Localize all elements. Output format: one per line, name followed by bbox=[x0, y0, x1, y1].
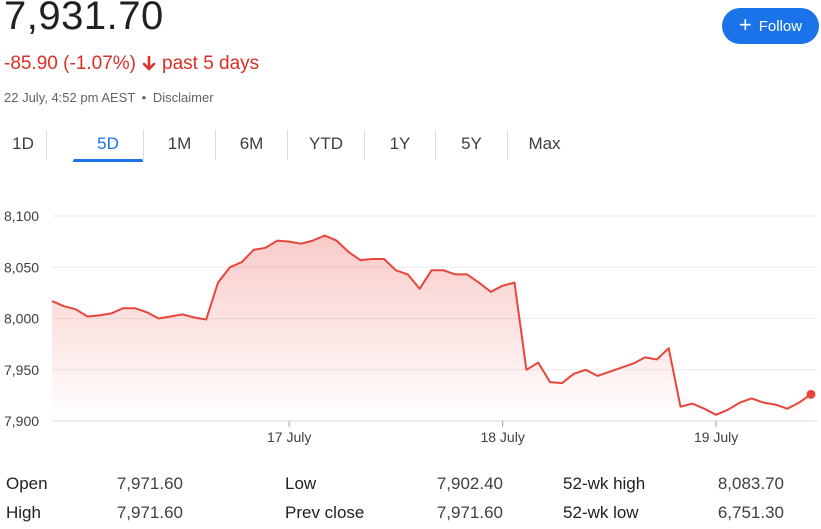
tab-1m[interactable]: 1M bbox=[144, 128, 215, 162]
range-tabs: 1D 5D 1M 6M YTD 1Y 5Y Max bbox=[0, 128, 581, 162]
tab-separator bbox=[287, 130, 288, 160]
tab-label: 5D bbox=[97, 134, 119, 153]
tab-separator bbox=[46, 130, 47, 160]
stat-value: 7,971.60 bbox=[436, 503, 503, 522]
tab-separator bbox=[364, 130, 365, 160]
stat-label: 52-wk low bbox=[563, 503, 639, 522]
stats-row: Open 7,971.60 Low 7,902.40 52-wk high 8,083.7… bbox=[0, 474, 821, 500]
tab-5y[interactable]: 5Y bbox=[436, 128, 507, 162]
tab-5d[interactable]: 5D bbox=[73, 128, 143, 162]
stat-label: High bbox=[6, 503, 41, 522]
tab-label: 1D bbox=[12, 134, 34, 153]
follow-button[interactable]: + Follow bbox=[722, 8, 819, 44]
tab-label: YTD bbox=[309, 134, 343, 153]
price-change: -85.90 (-1.07%) bbox=[4, 53, 137, 74]
tab-label: 6M bbox=[239, 134, 264, 153]
stat-label: 52-wk high bbox=[563, 474, 646, 493]
x-tick-label: 18 July bbox=[480, 429, 524, 445]
price-line bbox=[51, 234, 812, 416]
stat-value: 7,971.60 bbox=[116, 503, 183, 522]
arrow-down-icon bbox=[142, 55, 156, 71]
y-tick-label: 8,100 bbox=[4, 208, 39, 224]
tab-label: 1M bbox=[167, 134, 192, 153]
stats-row: High 7,971.60 Prev close 7,971.60 52-wk low 6… bbox=[0, 503, 821, 529]
tab-separator bbox=[215, 130, 216, 160]
tab-max[interactable]: Max bbox=[508, 128, 581, 162]
stat-value: 7,902.40 bbox=[436, 474, 503, 493]
plus-icon: + bbox=[738, 12, 752, 37]
disclaimer-link[interactable]: Disclaimer bbox=[152, 90, 214, 105]
stat-label: Low bbox=[285, 474, 317, 493]
x-tick-label: 19 July bbox=[694, 429, 738, 445]
tab-ytd[interactable]: YTD bbox=[288, 128, 364, 162]
tab-label: Max bbox=[528, 134, 561, 153]
tab-label: 1Y bbox=[389, 134, 411, 153]
y-tick-label: 8,050 bbox=[4, 259, 39, 275]
tab-1d[interactable]: 1D bbox=[0, 128, 46, 162]
tab-separator bbox=[435, 130, 436, 160]
price-change-row: -85.90 (-1.07%) past 5 days bbox=[4, 53, 259, 75]
x-tick-label: 17 July bbox=[267, 429, 311, 445]
stat-label: Open bbox=[6, 474, 48, 493]
stat-label: Prev close bbox=[285, 503, 365, 522]
follow-label: Follow bbox=[758, 17, 803, 35]
tab-6m[interactable]: 6M bbox=[216, 128, 287, 162]
tab-separator bbox=[507, 130, 508, 160]
tab-separator bbox=[143, 130, 144, 160]
tab-1y[interactable]: 1Y bbox=[365, 128, 435, 162]
quote-timestamp: 22 July, 4:52 pm AEST bbox=[4, 90, 136, 105]
change-period: past 5 days bbox=[162, 53, 260, 74]
y-tick-label: 7,900 bbox=[4, 413, 39, 429]
last-price-marker bbox=[806, 389, 816, 399]
meta-separator: • bbox=[141, 90, 147, 105]
tab-label: 5Y bbox=[461, 134, 482, 153]
price-area bbox=[52, 235, 811, 421]
y-tick-label: 8,000 bbox=[4, 311, 39, 327]
stat-value: 8,083.70 bbox=[717, 474, 784, 493]
price-chart[interactable]: 8,100 8,050 8,000 7,950 7,900 17 July 18 July 1… bbox=[0, 195, 821, 455]
current-price: 7,931.70 bbox=[4, 0, 164, 38]
y-tick-label: 7,950 bbox=[4, 362, 39, 378]
stat-value: 6,751.30 bbox=[717, 503, 784, 522]
quote-meta: 22 July, 4:52 pm AEST • Disclaimer bbox=[4, 90, 214, 105]
stat-value: 7,971.60 bbox=[116, 474, 183, 493]
